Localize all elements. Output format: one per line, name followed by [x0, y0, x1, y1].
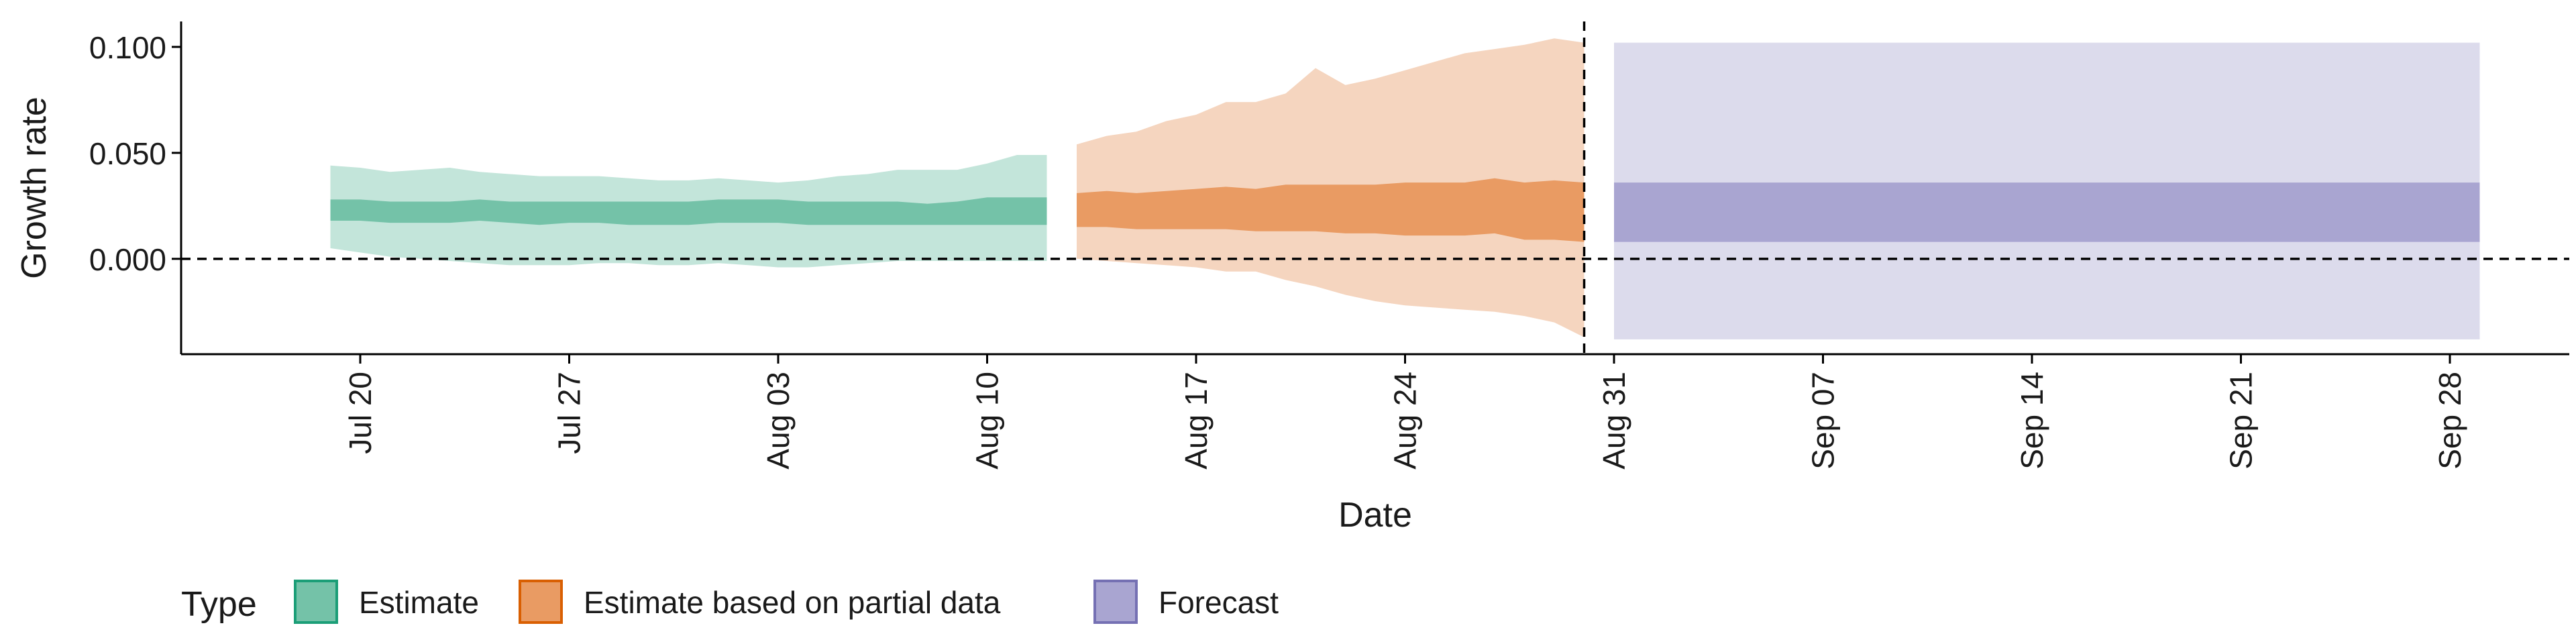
x-tick-label: Jul 20 [343, 372, 378, 454]
axes [180, 21, 2569, 356]
x-tick-label: Sep 21 [2224, 372, 2259, 470]
x-tick-label: Sep 07 [1806, 372, 1841, 470]
x-tick-label: Sep 14 [2015, 372, 2049, 470]
estimate-based-on-partial-data-inner-band [1077, 178, 1585, 242]
plot-bands [330, 38, 2480, 339]
forecast-inner-band [1614, 182, 2480, 242]
y-tick-label: 0.050 [89, 136, 166, 171]
legend-label-forecast: Forecast [1159, 585, 1279, 620]
x-tick-label: Aug 17 [1179, 372, 1214, 470]
x-tick-label: Aug 24 [1388, 372, 1423, 470]
legend-label-estimate-based-on-partial-data: Estimate based on partial data [584, 585, 1001, 620]
legend-key-forecast [1093, 580, 1138, 624]
legend-key-estimate [294, 580, 338, 624]
x-axis-title: Date [1338, 496, 1412, 535]
y-ticks: 0.000 0.050 0.100 [89, 30, 181, 277]
x-tick-label: Sep 28 [2432, 372, 2467, 470]
legend-title: Type [181, 585, 257, 624]
estimate-inner-band [330, 197, 1047, 225]
legend: Type Estimate Estimate based on partial d… [181, 580, 1279, 624]
y-axis-title: Growth rate [15, 97, 54, 279]
x-tick-label: Jul 27 [552, 372, 587, 454]
y-tick-label: 0.100 [89, 30, 166, 65]
x-tick-label: Aug 10 [970, 372, 1005, 470]
x-tick-label: Aug 31 [1597, 372, 1631, 470]
y-tick-label: 0.000 [89, 242, 166, 277]
x-tick-label: Aug 03 [761, 372, 796, 470]
reference-lines [181, 21, 2569, 354]
legend-label-estimate: Estimate [359, 585, 479, 620]
legend-key-estimate-based-on-partial-data [519, 580, 563, 624]
x-ticks: Jul 20 Jul 27 Aug 03 Aug 10 Aug 17 Aug 24 Aug … [343, 354, 2467, 470]
